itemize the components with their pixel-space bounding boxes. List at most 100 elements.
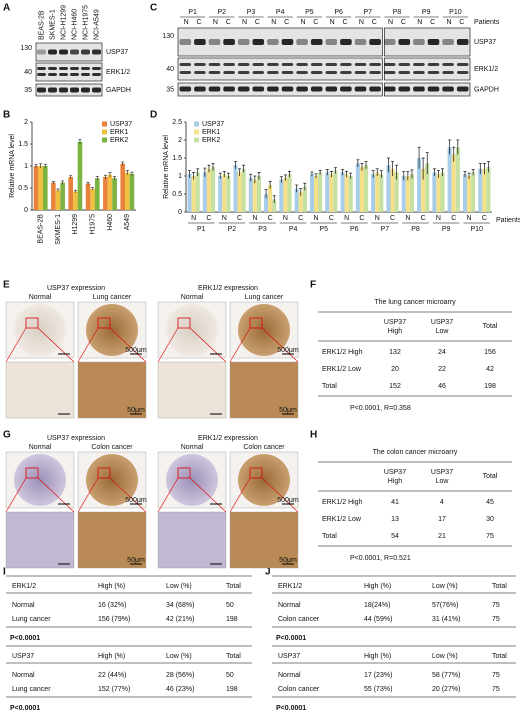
zoom-image: [157, 511, 227, 569]
blot-band: [413, 86, 425, 92]
blot-band: [252, 39, 265, 45]
zoom-box: [249, 467, 263, 479]
blot-band: [413, 63, 425, 66]
x-tick-label: N: [191, 215, 196, 222]
legend-swatch: [194, 137, 199, 143]
blot-band: [208, 39, 221, 45]
lane-label: C: [430, 19, 435, 26]
blot-band: [456, 63, 469, 66]
x-tick-label: C: [421, 215, 426, 222]
table-cell: Total: [322, 383, 337, 390]
zoom-box: [177, 317, 191, 329]
bar: [482, 168, 487, 212]
table-cell: ERK1/2 Low: [322, 366, 362, 373]
bar: [325, 172, 330, 212]
bar: [187, 174, 192, 212]
blot-band: [37, 49, 46, 55]
table-stat: P<0.0001: [276, 635, 306, 642]
blot-band: [442, 71, 454, 74]
patient-label: P7: [364, 9, 373, 16]
table-stat: P<0.0001: [10, 635, 40, 642]
scale-label: 500μm: [277, 347, 299, 354]
x-tick-label: A549: [124, 214, 131, 230]
y-axis-label: Relative mRNA level: [163, 135, 170, 199]
lane-label: C: [196, 19, 201, 26]
column-header: USP37: [384, 469, 406, 476]
x-tick-label: C: [390, 215, 395, 222]
blot-band: [340, 86, 352, 92]
table-cell: 17 (23%): [364, 672, 392, 679]
table-cell: 57(76%): [432, 602, 458, 609]
table-stat: P<0.0001: [10, 705, 40, 710]
blot-band: [70, 73, 79, 76]
patient-label: P8: [393, 9, 402, 16]
lane-label: N: [213, 19, 218, 26]
mw-marker: 130: [20, 45, 32, 52]
lane-label: N: [300, 19, 305, 26]
blot-band: [179, 86, 192, 92]
blot-band: [208, 86, 221, 92]
group-label: P5: [319, 226, 328, 233]
bar: [287, 174, 292, 212]
patient-label: P5: [305, 9, 314, 16]
table-cell: 4: [440, 499, 444, 506]
blot-band: [59, 73, 68, 76]
blot-strip: [177, 27, 383, 57]
column-header: Total: [226, 583, 241, 590]
protein-label: USP37: [474, 39, 496, 46]
column-header: USP37: [384, 319, 406, 326]
legend-label: USP37: [110, 121, 132, 128]
axis-label: Patients: [474, 19, 500, 26]
protein-label: USP37: [106, 49, 128, 56]
table-cell: 75: [492, 602, 500, 609]
x-tick-label: H1299: [72, 214, 79, 235]
table-cell: 50: [226, 672, 234, 679]
blot-band: [383, 71, 396, 74]
table-cell: 132: [389, 349, 401, 356]
bar: [432, 172, 437, 212]
bar: [417, 158, 422, 212]
x-tick-label: N: [467, 215, 472, 222]
patient-label: P1: [188, 9, 197, 16]
x-tick-label: C: [237, 215, 242, 222]
lane-label: N: [271, 19, 276, 26]
bar: [237, 172, 242, 212]
x-tick-label: C: [482, 215, 487, 222]
bar: [268, 185, 273, 212]
x-tick-label: H1975: [90, 214, 97, 235]
table-cell: 198: [484, 383, 496, 390]
blot-band: [369, 71, 381, 74]
lane-label: C: [284, 19, 289, 26]
patient-label: P9: [422, 9, 431, 16]
zoom-line: [37, 477, 75, 513]
lane-label: N: [330, 19, 335, 26]
blot-band: [194, 39, 206, 45]
blot-band: [92, 73, 101, 76]
blot-band: [340, 39, 352, 45]
table-cell: 21: [438, 533, 446, 540]
legend-label: USP37: [202, 121, 224, 128]
bar: [309, 174, 315, 212]
table-cell: 18(24%): [364, 602, 390, 609]
blot-band: [81, 73, 90, 76]
table-cell: 34 (68%): [166, 602, 194, 609]
panel-title: ERK1/2 expression: [198, 285, 258, 292]
blot-strip: [177, 82, 383, 97]
blot-band: [296, 86, 308, 92]
blot-band: [194, 71, 206, 74]
blot-band: [310, 86, 323, 92]
x-tick-label: C: [359, 215, 364, 222]
zoom-line: [109, 477, 147, 513]
legend-swatch: [194, 121, 199, 127]
legend-label: ERK1: [110, 129, 128, 136]
column-label: Colon cancer: [91, 444, 133, 451]
table-cell: 46 (23%): [166, 686, 194, 693]
bar: [77, 141, 83, 210]
table-cell: 20: [391, 366, 399, 373]
blot-band: [208, 71, 221, 74]
blot-band: [398, 39, 411, 45]
lane-label: C: [401, 19, 406, 26]
table-cell: 16 (32%): [98, 602, 126, 609]
lane-label: N: [242, 19, 247, 26]
